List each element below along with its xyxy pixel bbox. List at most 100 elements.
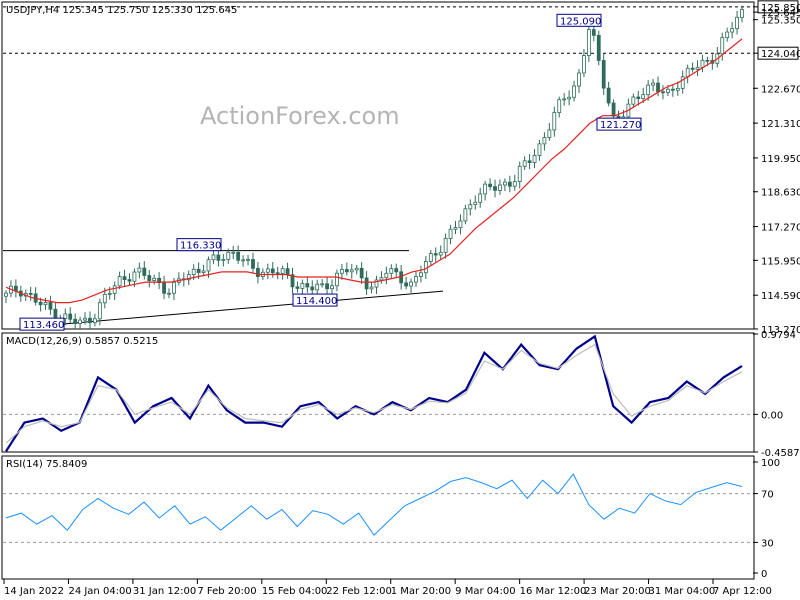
x-axis: 14 Jan 2022 24 Jan 04:00 31 Jan 12:00 7 Feb… [3,579,772,597]
x-tick-label: 9 Mar 04:00 [455,586,515,597]
price-candle-body [453,227,458,230]
rsi-y-tick-label: 100 [761,458,780,469]
price-candle-body [725,31,730,39]
price-gridlines [3,6,753,54]
price-candle-body [552,112,557,131]
price-y-tick-label: 117.270 [761,223,800,234]
price-annotation-box [556,13,602,27]
price-candle-body [162,282,166,294]
price-candle-body [102,293,107,304]
price-candle-body [122,276,127,280]
price-candle-body [675,87,680,91]
price-annotation-label: 121.270 [600,120,641,131]
price-candle-body [63,313,68,319]
price-candle-body [606,87,611,104]
support-trendline [61,290,444,325]
price-candle-body [236,251,241,261]
price-candle-body [582,55,586,74]
macd-y-axis: 0.9794 0.00 -0.4587 [753,330,800,459]
price-candle-body [591,29,596,36]
macd-line [5,334,743,452]
price-annotation-box [176,238,222,252]
price-candle-body [695,66,700,70]
price-candle-body [117,276,122,287]
price-candle-body [191,268,196,275]
rsi-line [5,473,743,536]
price-candle-body [700,59,705,68]
price-candle-body [73,318,78,324]
rsi-y-axis: 100 70 30 0 [753,458,780,580]
price-candle-body [137,267,142,273]
price-candle-body [310,286,315,291]
price-candle-body [211,254,216,261]
price-candle-body [384,272,389,279]
price-candle-body [43,302,48,306]
watermark-text: ActionForex.com [200,102,400,130]
price-candle-body [636,96,641,100]
price-candle-body [463,208,468,222]
price-candle-body [438,251,443,256]
price-candle-body [152,277,157,281]
price-candle-body [502,181,507,186]
price-candle-body [241,259,246,262]
price-candle-body [206,259,211,272]
price-candle-body [409,281,413,287]
price-candle-body [226,251,231,260]
price-candle-body [720,37,725,55]
rsi-line-path [5,473,743,536]
rsi-panel-title: RSI(14) 75.8409 [6,459,87,470]
price-level-box [757,0,799,14]
price-candle-body [419,272,423,277]
price-candle-body [251,259,255,269]
x-tick-label: 14 Jan 2022 [4,586,64,597]
price-candle-body [147,275,152,281]
price-candle-body [48,302,53,310]
price-candle-body [478,193,483,203]
price-candle-body [646,84,651,96]
price-candle-body [404,282,409,287]
price-candle-body [527,160,532,163]
macd-lines [5,334,743,452]
price-candle-body [339,269,344,274]
price-candle-body [325,283,329,290]
price-y-tick-label: 125.645 [761,8,800,19]
price-candle-body [280,268,285,274]
price-candle-body [349,269,354,273]
price-candle-body [300,283,305,289]
price-candle-body [78,319,82,324]
price-candle-body [216,254,221,261]
price-candle-body [38,301,43,306]
price-candle-body [572,85,576,98]
price-candle-body [320,283,325,286]
price-annotation-label: 114.400 [296,296,337,307]
x-tick-label: 7 Feb 20:00 [197,586,256,597]
price-candle-body [389,268,394,274]
x-tick-label: 7 Apr 12:00 [713,586,772,597]
price-candle-body [285,268,290,276]
price-y-tick-label: 113.270 [761,325,800,336]
price-candle-body [512,181,517,187]
rsi-panel-frame [1,455,755,580]
price-y-tick-label: 125.350 [761,16,800,27]
price-candle-body [4,292,8,297]
price-candle-body [315,283,320,291]
price-candle-body [88,317,92,324]
price-candle-body [651,82,655,86]
price-candle-body [290,274,295,288]
price-candle-body [537,143,542,156]
price-candle-body [730,28,735,33]
price-candle-body [295,286,300,289]
price-candle-body [473,201,478,205]
x-tick-label: 31 Mar 04:00 [649,586,716,597]
price-ema-line [5,38,743,304]
price-candle-body [468,204,473,210]
price-candle-body [498,184,502,191]
price-annotation-label: 125.090 [560,16,601,27]
price-y-tick-label: 119.950 [761,154,800,165]
price-candle-body [577,72,581,87]
macd-y-tick-label: 0.9794 [761,330,796,341]
price-candle-body [656,82,660,93]
price-candle-body [666,88,670,93]
